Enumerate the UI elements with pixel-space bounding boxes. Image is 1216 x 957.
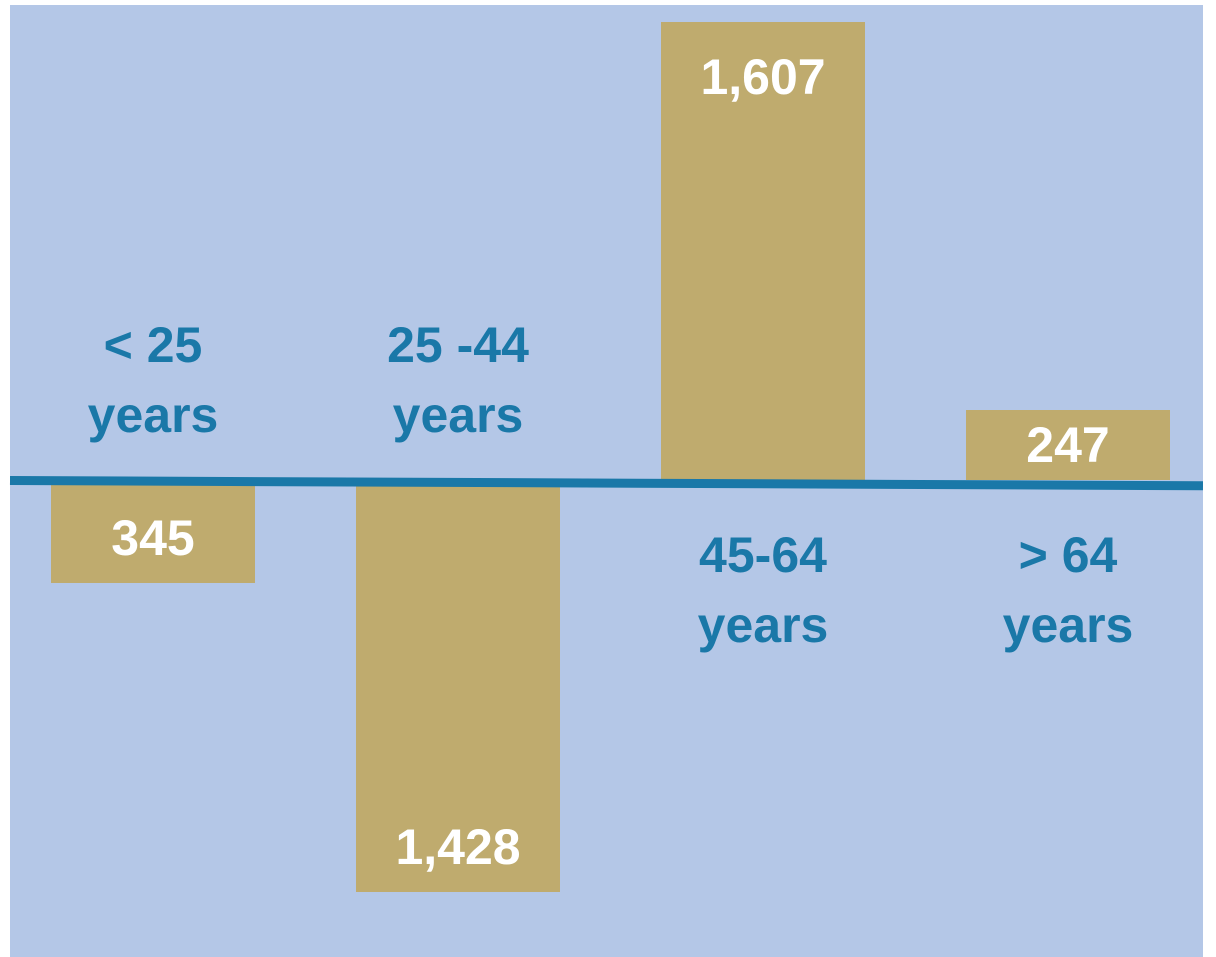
value-label: 1,607 <box>700 49 826 105</box>
category-label: 45-64 years <box>697 527 829 653</box>
value-label: 247 <box>1026 416 1110 473</box>
value-label: 345 <box>111 510 195 567</box>
category-label: < 25 years <box>87 317 219 443</box>
bar <box>966 409 1170 480</box>
value-label: 1,428 <box>395 818 521 875</box>
category-label: > 64 years <box>1002 527 1134 653</box>
category-label: 25 -44 years <box>387 317 529 443</box>
bar <box>51 485 255 584</box>
bar <box>661 22 865 480</box>
bar <box>356 485 560 892</box>
